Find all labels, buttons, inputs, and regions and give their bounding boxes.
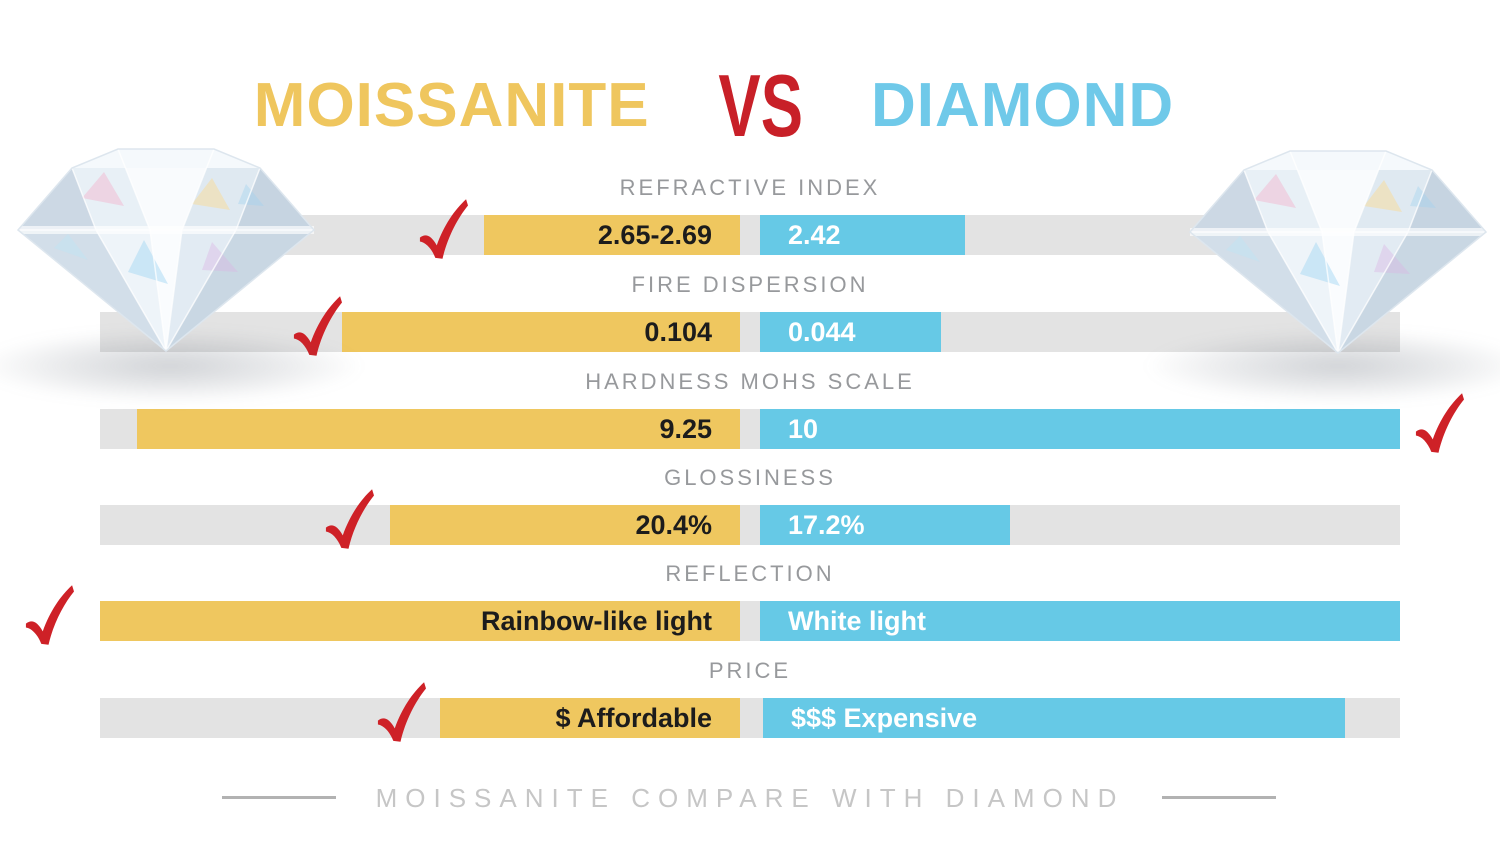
page-title: MOISSANITE VS DIAMOND	[0, 62, 1464, 150]
diamond-value: $$$ Expensive	[791, 702, 978, 733]
bar-track	[100, 215, 1400, 255]
diamond-bar: 10	[760, 409, 1400, 449]
row-label: FIRE DISPERSION	[631, 272, 869, 297]
footer-line-right	[1162, 796, 1276, 799]
diamond-image	[1189, 150, 1487, 354]
moissanite-value: 0.104	[644, 316, 712, 347]
comparison-row: GLOSSINESS 20.4% 17.2%	[0, 462, 1500, 558]
comparison-row: REFRACTIVE INDEX 2.65-2.69 2.42	[0, 172, 1500, 268]
checkmark-icon	[325, 489, 374, 549]
diamond-bar: 17.2%	[760, 505, 1010, 545]
comparison-row: FIRE DISPERSION 0.104 0.044	[0, 269, 1500, 365]
footer-caption: MOISSANITE COMPARE WITH DIAMOND	[375, 783, 1125, 813]
diamond-bar: 2.42	[760, 215, 965, 255]
moissanite-value: Rainbow-like light	[480, 605, 712, 636]
diamond-value: 10	[788, 413, 819, 444]
diamond-value: 17.2%	[788, 509, 865, 540]
row-label: REFLECTION	[665, 561, 835, 586]
moissanite-bar: 0.104	[342, 312, 740, 352]
bar-track	[100, 505, 1400, 545]
comparison-row: HARDNESS MOHS SCALE 9.25 10	[0, 366, 1500, 462]
comparison-row: PRICE $ Affordable $$$ Expensive	[0, 655, 1500, 751]
moissanite-bar: 9.25	[137, 409, 740, 449]
moissanite-value: $ Affordable	[555, 702, 712, 733]
checkmark-icon	[25, 585, 74, 645]
moissanite-bar: Rainbow-like light	[100, 601, 740, 641]
moissanite-bar: $ Affordable	[440, 698, 740, 738]
footer-line-left	[222, 796, 336, 799]
title-vs: VS	[718, 56, 803, 155]
checkmark-icon	[419, 199, 468, 259]
moissanite-bar: 2.65-2.69	[484, 215, 740, 255]
moissanite-value: 2.65-2.69	[597, 219, 712, 250]
title-diamond: DIAMOND	[871, 71, 1175, 140]
diamond-value: 0.044	[788, 316, 856, 347]
row-label: HARDNESS MOHS SCALE	[585, 369, 915, 394]
moissanite-value: 20.4%	[635, 509, 712, 540]
diamond-value: White light	[788, 605, 926, 636]
title-moissanite: MOISSANITE	[253, 71, 650, 140]
row-label: PRICE	[708, 658, 792, 683]
diamond-bar: White light	[760, 601, 1400, 641]
diamond-value: 2.42	[788, 219, 841, 250]
moissanite-bar: 20.4%	[390, 505, 740, 545]
row-label: REFRACTIVE INDEX	[619, 175, 881, 200]
checkmark-icon	[377, 682, 426, 742]
gem-shadow	[0, 330, 360, 402]
diamond-image	[17, 148, 315, 352]
moissanite-value: 9.25	[659, 413, 712, 444]
diamond-bar: $$$ Expensive	[763, 698, 1345, 738]
diamond-bar: 0.044	[760, 312, 941, 352]
row-label: GLOSSINESS	[664, 465, 836, 490]
comparison-row: REFLECTION Rainbow-like light White ligh…	[0, 558, 1500, 654]
